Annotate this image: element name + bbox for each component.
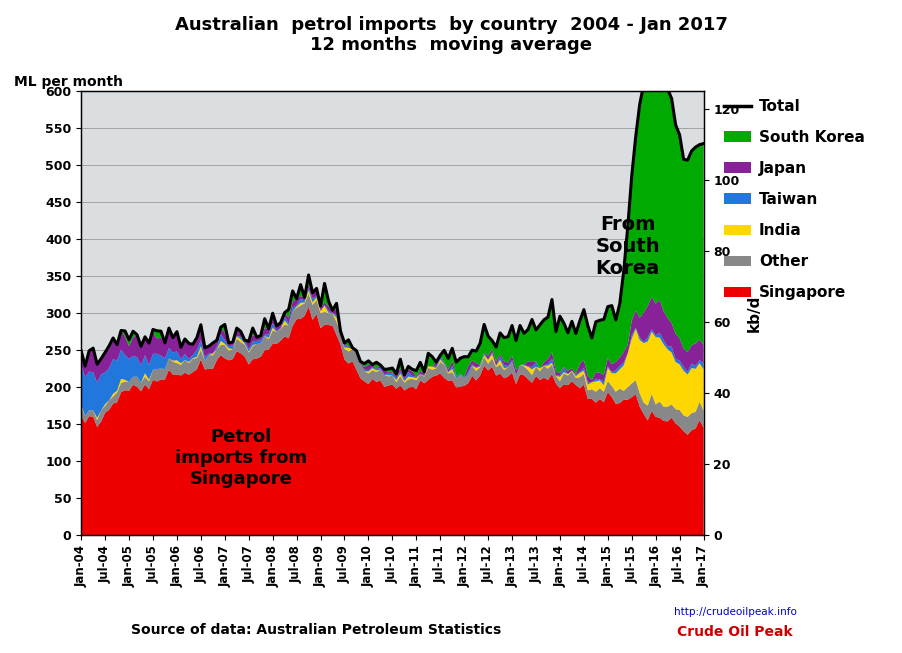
Text: Source of data: Australian Petroleum Statistics: Source of data: Australian Petroleum Sta… [131, 623, 501, 637]
Text: Petrol
imports from
Singapore: Petrol imports from Singapore [175, 428, 307, 488]
Y-axis label: kb/d: kb/d [747, 295, 761, 332]
Legend: Total, South Korea, Japan, Taiwan, India, Other, Singapore: Total, South Korea, Japan, Taiwan, India… [723, 99, 865, 300]
Text: 12 months  moving average: 12 months moving average [310, 36, 592, 54]
Text: http://crudeoilpeak.info: http://crudeoilpeak.info [674, 607, 796, 617]
Text: Crude Oil Peak: Crude Oil Peak [677, 625, 793, 639]
Text: Australian  petrol imports  by country  2004 - Jan 2017: Australian petrol imports by country 200… [175, 16, 727, 35]
Text: From
South
Korea: From South Korea [595, 215, 660, 278]
Text: ML per month: ML per month [14, 75, 123, 89]
